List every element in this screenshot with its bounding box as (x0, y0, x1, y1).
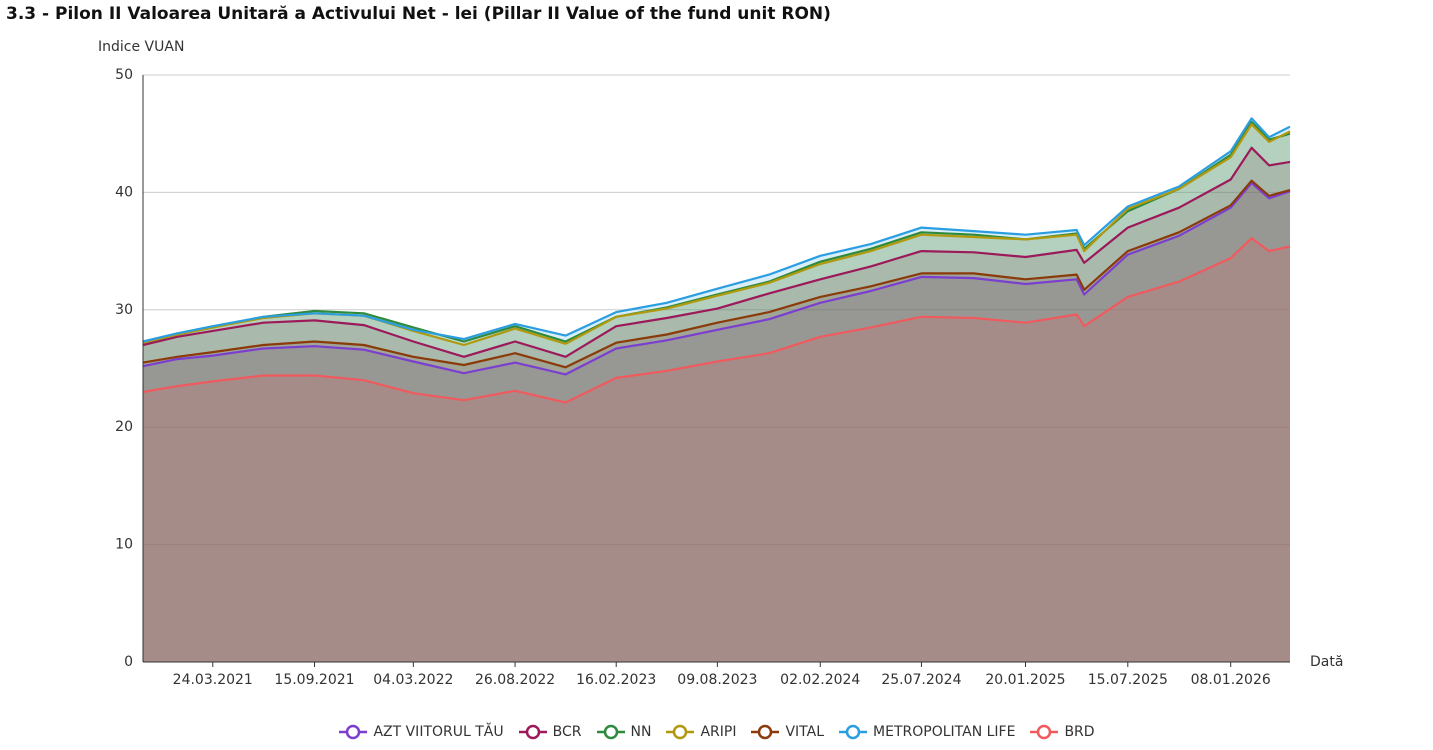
legend-label: BCR (552, 724, 582, 740)
x-tick-label: 04.03.2022 (373, 672, 453, 688)
legend-label: BRD (1064, 724, 1095, 740)
line (142, 179, 1291, 369)
legend-item[interactable]: METROPOLITAN LIFE (838, 722, 1015, 742)
line (142, 181, 1291, 376)
legend-icon (339, 724, 368, 740)
y-tick-label: 30 (115, 302, 133, 318)
legend-icon (751, 724, 780, 740)
x-tick-label: 15.09.2021 (274, 672, 354, 688)
legend-item[interactable]: AZT VIITORUL TĂU (338, 722, 504, 742)
area (143, 238, 1290, 662)
legend-item[interactable]: BCR (518, 722, 582, 742)
x-tick-label: 26.08.2022 (475, 672, 555, 688)
x-tick-label: 25.07.2024 (881, 672, 961, 688)
y-tick-label: 20 (115, 419, 133, 435)
legend-label: METROPOLITAN LIFE (873, 724, 1016, 740)
legend-item[interactable]: VITAL (750, 722, 824, 742)
legend-label: VITAL (785, 724, 825, 740)
x-tick-label: 08.01.2026 (1191, 672, 1271, 688)
legend-icon (1030, 724, 1059, 740)
line (142, 237, 1291, 404)
x-tick-label: 02.02.2024 (780, 672, 860, 688)
x-axis-label: Dată (1310, 654, 1343, 670)
x-tick-label: 09.08.2023 (677, 672, 757, 688)
y-axis-label: Indice VUAN (98, 39, 184, 55)
legend-item[interactable]: BRD (1029, 722, 1095, 742)
legend-label: ARIPI (700, 724, 737, 740)
legend-icon (518, 724, 547, 740)
legend-icon (666, 724, 695, 740)
area (143, 183, 1290, 662)
x-tick-label: 16.02.2023 (576, 672, 656, 688)
y-tick-label: 40 (115, 184, 133, 200)
y-tick-label: 0 (124, 654, 133, 670)
legend-item[interactable]: ARIPI (665, 722, 736, 742)
area (143, 122, 1290, 662)
chart: 3.3 - Pilon II Valoarea Unitară a Activu… (6, 4, 1343, 688)
chart-title: 3.3 - Pilon II Valoarea Unitară a Activu… (6, 4, 831, 24)
legend-label: NN (630, 724, 652, 740)
legend-label: AZT VIITORUL TĂU (373, 724, 504, 740)
legend-item[interactable]: NN (596, 722, 652, 742)
x-tick-label: 24.03.2021 (173, 672, 253, 688)
line (142, 117, 1291, 343)
area (143, 124, 1290, 663)
y-tick-label: 10 (115, 537, 133, 553)
legend-icon (839, 724, 868, 740)
legend-icon (596, 724, 625, 740)
y-tick-label: 50 (115, 67, 133, 83)
x-tick-label: 20.01.2025 (985, 672, 1065, 688)
line (142, 146, 1291, 358)
area (143, 180, 1290, 662)
legend: AZT VIITORUL TĂU BCR NN ARIPI VITAL METROPOLI… (0, 722, 1433, 742)
x-tick-label: 15.07.2025 (1088, 672, 1168, 688)
